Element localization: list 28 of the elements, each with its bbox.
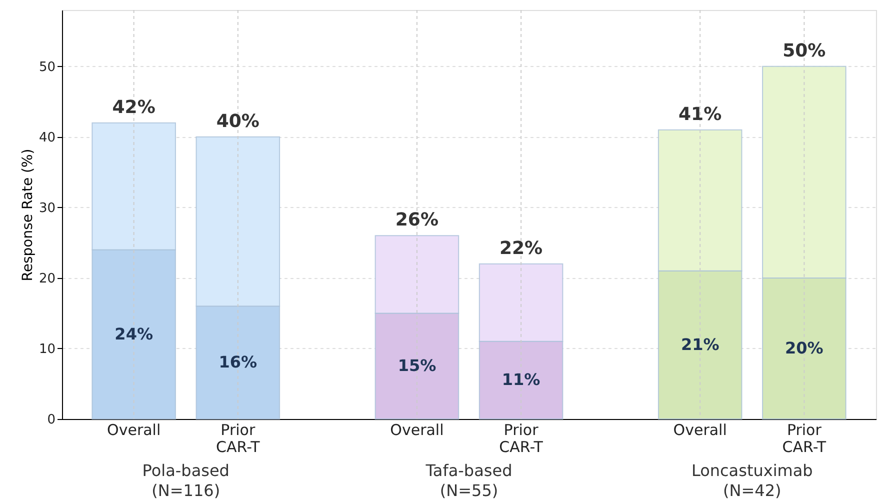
x-tick-label: Overall (390, 421, 444, 439)
x-tick-label: Overall (107, 421, 161, 439)
text: Loncastuximab (N=42) (691, 461, 813, 500)
text: Pola-based (N=116) (142, 461, 230, 500)
x-tick-label: Prior CAR-T (499, 421, 544, 456)
y-tick-label: 0 (47, 412, 56, 428)
total-label: 41% (678, 104, 722, 125)
y-tick-label: 40 (38, 130, 56, 146)
data-label: 16% (218, 352, 258, 372)
text: Tafa-based (N=55) (424, 461, 512, 500)
x-tick-label: Prior CAR-T (216, 421, 261, 456)
total-label: 42% (112, 96, 156, 118)
data-label: 20% (785, 338, 824, 358)
data-label: 11% (502, 370, 540, 390)
total-label: 26% (395, 210, 438, 231)
x-tick-label: Overall (673, 421, 727, 439)
total-label: 50% (782, 40, 826, 62)
total-label: 22% (500, 238, 543, 259)
y-tick-label: 20 (38, 271, 56, 286)
total-label: 40% (216, 110, 260, 132)
data-label: 21% (680, 334, 720, 354)
x-tick-label: Prior CAR-T (782, 421, 827, 456)
y-tick-label: 10 (38, 342, 56, 357)
y-tick-label: 50 (38, 60, 56, 75)
data-label: 24% (114, 324, 153, 344)
y-axis-title: Response Rate (%) (20, 148, 36, 282)
y-tick-label: 30 (38, 200, 56, 216)
data-label: 15% (398, 356, 436, 376)
